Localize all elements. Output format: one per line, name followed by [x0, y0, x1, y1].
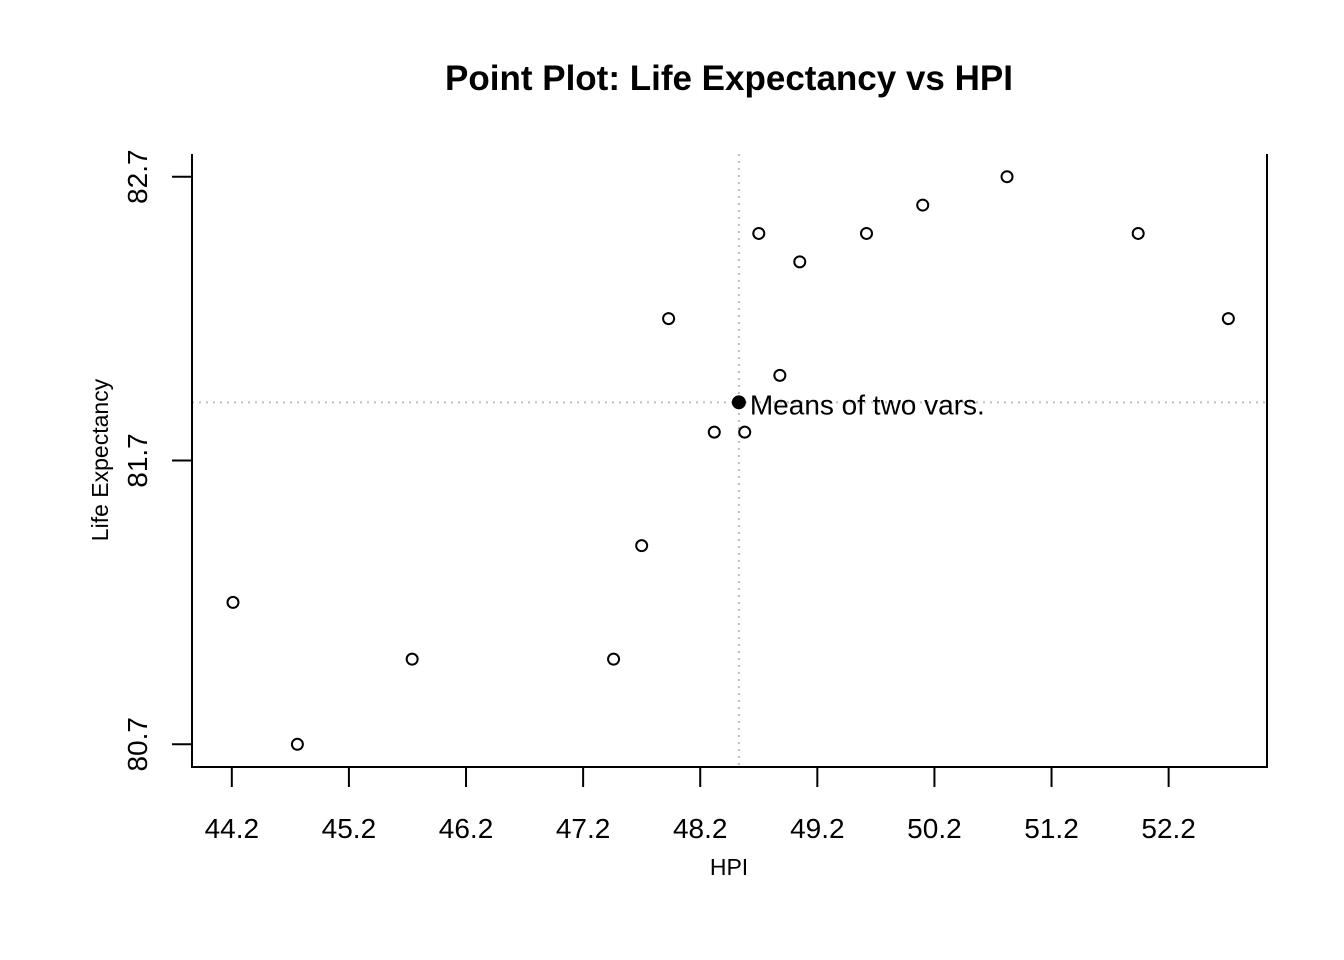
data-point [916, 198, 930, 212]
y-tick-label: 80.7 [122, 717, 153, 772]
y-axis-title: Life Expectancy [87, 378, 113, 541]
plot-frame [191, 154, 1268, 768]
y-tick-label: 81.7 [122, 433, 153, 488]
x-tick-label: 44.2 [205, 813, 260, 844]
data-point [290, 737, 304, 751]
data-point [607, 652, 621, 666]
x-tick-label: 52.2 [1141, 813, 1196, 844]
data-point [1000, 170, 1014, 184]
data-point [793, 255, 807, 269]
y-tick-label: 82.7 [122, 149, 153, 204]
mean-point-label: Means of two vars. [750, 389, 985, 420]
x-tick-label: 50.2 [907, 813, 962, 844]
plot-area: 44.2 45.2 46.2 47.2 48.2 49.2 50.2 51.2 52.2 80.7… [122, 149, 1268, 844]
x-tick-label: 51.2 [1024, 813, 1079, 844]
chart-title: Point Plot: Life Expectancy vs HPI [445, 59, 1013, 98]
data-point [707, 425, 721, 439]
data-point [405, 652, 419, 666]
data-point [860, 226, 874, 240]
data-point [226, 595, 240, 609]
x-axis-title: HPI [710, 854, 748, 880]
x-tick-label: 48.2 [673, 813, 728, 844]
x-tick-label: 47.2 [556, 813, 611, 844]
data-point [752, 226, 766, 240]
data-point [738, 425, 752, 439]
data-point [1221, 312, 1235, 326]
x-tick-label: 45.2 [322, 813, 377, 844]
x-tick-label: 46.2 [439, 813, 494, 844]
data-point [1131, 226, 1145, 240]
mean-point [731, 395, 746, 410]
data-point [662, 312, 676, 326]
data-point [773, 368, 787, 382]
x-tick-label: 49.2 [790, 813, 845, 844]
data-point [635, 539, 649, 553]
